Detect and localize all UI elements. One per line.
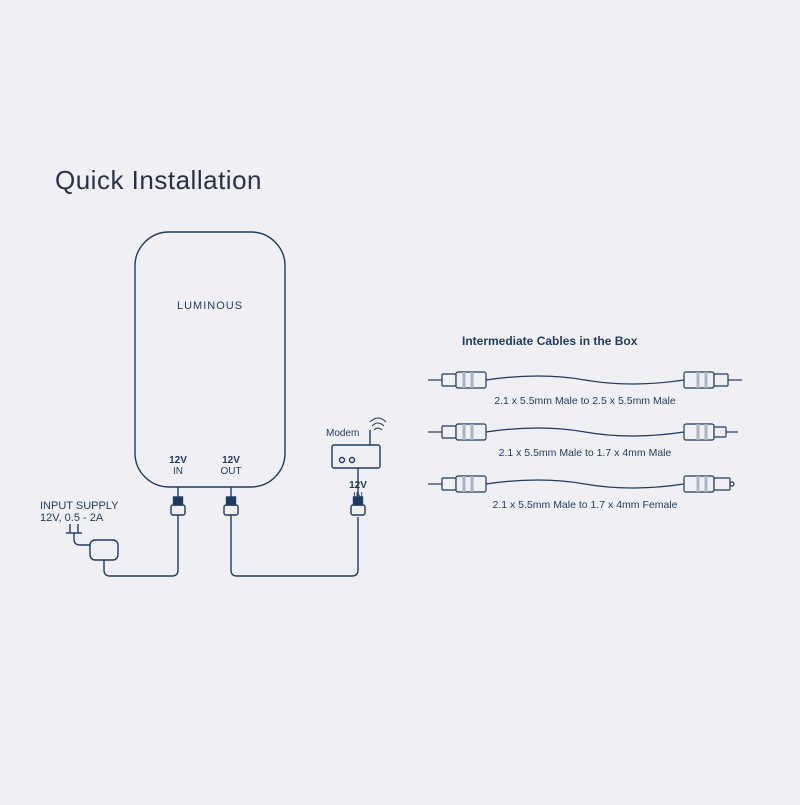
input-supply-label: INPUT SUPPLY 12V, 0.5 - 2A	[40, 500, 118, 524]
port-in-jack	[171, 487, 185, 552]
modem-in-label: 12V IN	[340, 480, 376, 502]
cable-3-label: 2.1 x 5.5mm Male to 1.7 x 4mm Female	[455, 499, 715, 511]
device-outline	[135, 232, 285, 487]
cable-1	[428, 372, 742, 388]
cable-2-label: 2.1 x 5.5mm Male to 1.7 x 4mm Male	[455, 447, 715, 459]
port-in-label: 12V IN	[160, 455, 196, 477]
modem-label: Modem	[326, 428, 368, 439]
cable-1-label: 2.1 x 5.5mm Male to 2.5 x 5.5mm Male	[455, 395, 715, 407]
device-brand-label: LUMINOUS	[135, 300, 285, 312]
cable-2	[428, 424, 738, 440]
port-out-jack	[224, 487, 238, 552]
page-title: Quick Installation	[55, 165, 262, 196]
wall-plug-icon	[66, 524, 118, 560]
input-cable	[66, 524, 178, 576]
port-out-label: 12V OUT	[213, 455, 249, 477]
cable-3	[428, 476, 734, 492]
cables-section-title: Intermediate Cables in the Box	[462, 335, 637, 348]
diagram-canvas: Quick Installation	[0, 0, 800, 800]
